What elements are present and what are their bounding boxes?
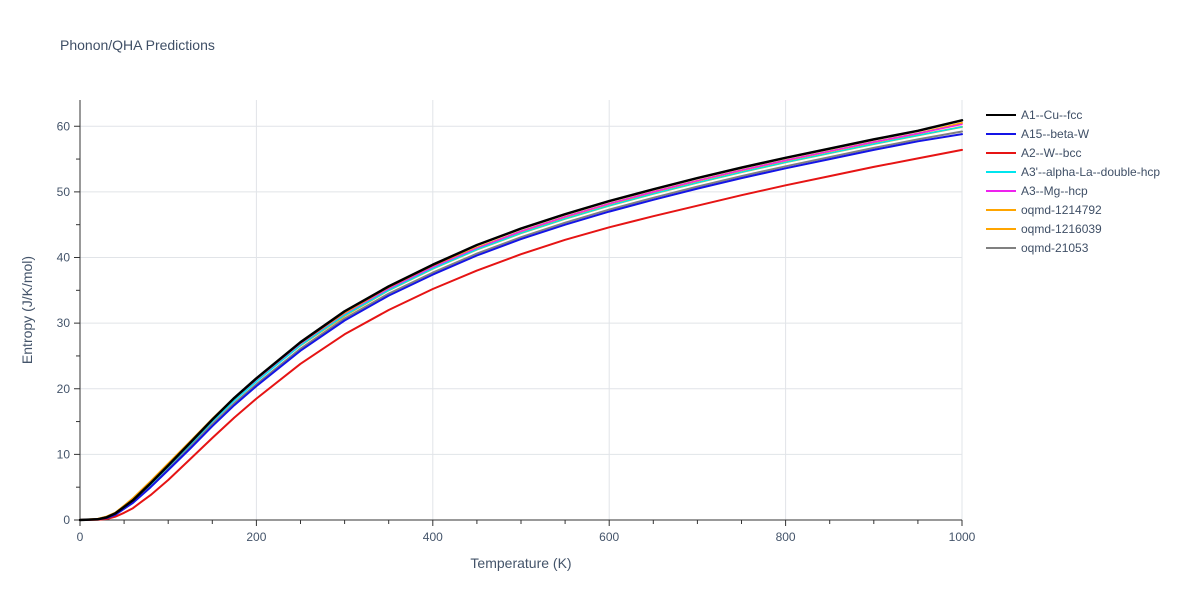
y-axis-label: Entropy (J/K/mol) xyxy=(19,256,35,364)
axes-layer xyxy=(74,100,963,526)
grid-layer xyxy=(80,100,963,520)
y-tick-label: 0 xyxy=(63,513,70,527)
x-axis-label: Temperature (K) xyxy=(470,555,571,571)
series-layer xyxy=(78,119,964,522)
x-tick-label: 1000 xyxy=(949,530,976,544)
series-line-oqmd-1216039 xyxy=(79,122,963,521)
legend: A1--Cu--fcc A15--beta-W A2--W--bcc A3'--alp… xyxy=(986,108,1160,255)
legend-label: A1--Cu--fcc xyxy=(1021,108,1082,122)
chart-title: Phonon/QHA Predictions xyxy=(60,37,215,53)
x-tick-label: 0 xyxy=(77,530,84,544)
x-tick-label: 400 xyxy=(423,530,443,544)
y-tick-label: 30 xyxy=(57,316,71,330)
x-tick-label: 600 xyxy=(599,530,619,544)
y-tick-label: 60 xyxy=(57,119,71,133)
ticks-layer: 0 200 400 600 800 1000 0 10 20 30 40 50 60 xyxy=(57,119,976,544)
series-line-A2--W--bcc xyxy=(79,148,963,521)
series-line-oqmd-21053 xyxy=(79,130,963,521)
x-tick-label: 200 xyxy=(246,530,266,544)
series-line-A15--beta-W xyxy=(79,133,963,521)
legend-label: oqmd-21053 xyxy=(1021,241,1089,255)
legend-label: A15--beta-W xyxy=(1021,127,1090,141)
x-tick-label: 800 xyxy=(776,530,796,544)
legend-label: oqmd-1216039 xyxy=(1021,222,1102,236)
legend-label: A2--W--bcc xyxy=(1021,146,1081,160)
legend-label: oqmd-1214792 xyxy=(1021,203,1102,217)
y-tick-label: 50 xyxy=(57,185,71,199)
legend-label: A3--Mg--hcp xyxy=(1021,184,1088,198)
y-tick-label: 10 xyxy=(57,447,71,461)
y-tick-label: 20 xyxy=(57,382,71,396)
series-line-A1--Cu--fcc xyxy=(78,119,964,522)
legend-label: A3'--alpha-La--double-hcp xyxy=(1021,165,1160,179)
series-line-A3--Mg--hcp xyxy=(79,123,963,521)
y-tick-label: 40 xyxy=(57,251,71,265)
